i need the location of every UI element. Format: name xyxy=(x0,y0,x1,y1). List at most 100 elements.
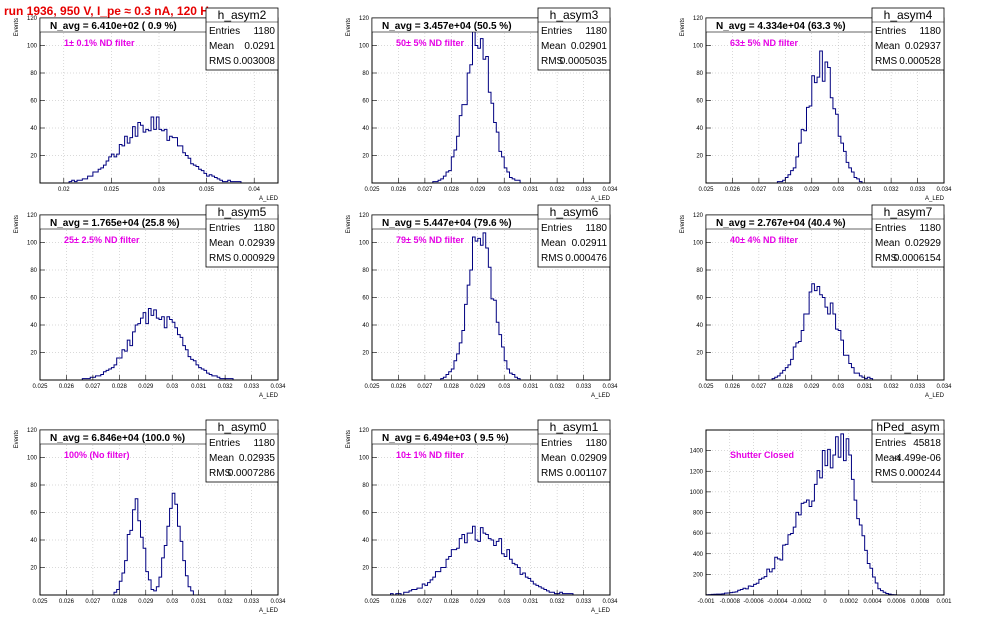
stat-label-entries: Entries xyxy=(209,26,240,37)
stat-value-entries: 1180 xyxy=(253,223,275,234)
stat-value-entries: 1180 xyxy=(253,26,275,37)
histogram-name: h_asym2 xyxy=(218,8,267,22)
stats-box xyxy=(537,419,611,483)
x-tick-label: 0.04 xyxy=(248,187,260,193)
stat-label-mean: Mean xyxy=(875,41,900,52)
x-tick-label: 0.029 xyxy=(470,384,486,390)
stat-label-rms: RMS xyxy=(875,468,898,479)
x-tick-label: 0 xyxy=(823,599,827,605)
filter-note: 100% (No filter) xyxy=(64,450,130,460)
y-axis-title: Events xyxy=(346,430,352,448)
stat-value-rms: 0.0007286 xyxy=(228,468,276,479)
n-avg-label: N_avg = 6.846e+04 (100.0 %) xyxy=(50,433,185,444)
stat-value-rms: 0.0005035 xyxy=(560,56,608,67)
stat-value-mean: 0.0291 xyxy=(244,41,275,52)
stat-label-rms: RMS xyxy=(875,56,898,67)
x-tick-label: 0.032 xyxy=(218,599,234,605)
x-tick-label: 0.032 xyxy=(550,187,566,193)
filter-note: Shutter Closed xyxy=(730,450,794,460)
stat-label-rms: RMS xyxy=(209,56,232,67)
stat-label-rms: RMS xyxy=(209,253,232,264)
x-tick-label: 0.029 xyxy=(804,384,820,390)
plot-area: 0.025 0.026 0.027 0.028 0.029 0.03 0.031 0.032 0… xyxy=(14,204,286,399)
y-tick-label: 1400 xyxy=(690,449,704,455)
x-tick-label: 0.025 xyxy=(32,384,48,390)
n-avg-label: N_avg = 3.457e+04 (50.5 %) xyxy=(382,21,512,32)
y-tick-label: 20 xyxy=(696,154,703,160)
y-tick-label: 40 xyxy=(362,323,369,329)
histogram-line xyxy=(705,433,944,596)
x-tick-label: 0.034 xyxy=(270,384,286,390)
stat-label-mean: Mean xyxy=(209,453,234,464)
stats-box xyxy=(871,419,945,483)
stats-box xyxy=(205,419,279,483)
y-tick-label: 60 xyxy=(362,296,369,302)
x-tick-label: 0.028 xyxy=(112,384,128,390)
x-tick-label: 0.034 xyxy=(936,187,952,193)
stat-value-mean: 0.02937 xyxy=(905,41,942,52)
y-tick-label: 120 xyxy=(27,16,38,22)
x-tick-label: 0.028 xyxy=(778,384,794,390)
histogram-panel-h_asym5: 0.025 0.026 0.027 0.028 0.029 0.03 0.031 0.032 0… xyxy=(14,204,286,399)
plot-area: -0.001 -0.0008 -0.0006 -0.0004 -0.0002 0 0.000… xyxy=(690,419,952,605)
x-tick-label: 0.031 xyxy=(191,384,207,390)
x-axis-title: A_LED xyxy=(591,393,611,399)
x-tick-label: 0.034 xyxy=(602,187,618,193)
x-tick-label: 0.031 xyxy=(191,599,207,605)
x-tick-label: 0.03 xyxy=(832,384,844,390)
y-tick-label: 80 xyxy=(362,268,369,274)
stat-value-entries: 1180 xyxy=(919,223,941,234)
histogram-panel-h_asym1: 0.025 0.026 0.027 0.028 0.029 0.03 0.031 0.032 0… xyxy=(346,419,618,614)
y-tick-label: 1200 xyxy=(690,469,704,475)
x-tick-label: 0.033 xyxy=(576,384,592,390)
stats-box xyxy=(537,204,611,268)
x-tick-label: 0.028 xyxy=(444,187,460,193)
stat-label-entries: Entries xyxy=(875,438,906,449)
stat-label-mean: Mean xyxy=(209,238,234,249)
y-tick-label: 100 xyxy=(359,44,370,50)
y-tick-label: 80 xyxy=(696,71,703,77)
histogram-name: h_asym1 xyxy=(550,420,599,434)
stat-label-mean: Mean xyxy=(875,453,900,464)
x-tick-label: 0.025 xyxy=(364,187,380,193)
x-tick-label: 0.032 xyxy=(884,384,900,390)
y-tick-label: 20 xyxy=(30,566,37,572)
y-tick-label: 80 xyxy=(362,71,369,77)
y-tick-label: 80 xyxy=(30,268,37,274)
y-tick-label: 80 xyxy=(30,483,37,489)
stat-label-entries: Entries xyxy=(875,223,906,234)
x-tick-label: 0.03 xyxy=(166,384,178,390)
plot-area: 0.025 0.026 0.027 0.028 0.029 0.03 0.031 0.032 0… xyxy=(680,204,952,399)
histogram-name: h_asym6 xyxy=(550,205,599,219)
x-tick-label: 0.034 xyxy=(936,384,952,390)
y-tick-label: 120 xyxy=(359,428,370,434)
filter-note: 10± 1% ND filter xyxy=(396,450,464,460)
y-tick-label: 800 xyxy=(693,511,704,517)
x-tick-label: 0.027 xyxy=(85,384,101,390)
stat-value-mean: 0.02911 xyxy=(572,238,608,249)
x-tick-label: 0.033 xyxy=(576,187,592,193)
n-avg-label: N_avg = 1.765e+04 (25.8 %) xyxy=(50,218,180,229)
histogram-line xyxy=(40,308,278,381)
y-tick-label: 60 xyxy=(362,511,369,517)
histogram-panel-h_asym7: 0.025 0.026 0.027 0.028 0.029 0.03 0.031 0.032 0… xyxy=(680,204,952,399)
x-tick-label: 0.027 xyxy=(417,384,433,390)
x-tick-label: 0.029 xyxy=(138,384,154,390)
stat-label-entries: Entries xyxy=(541,223,572,234)
x-tick-label: -0.0006 xyxy=(743,599,764,605)
x-tick-label: 0.029 xyxy=(804,187,820,193)
x-tick-label: 0.03 xyxy=(166,599,178,605)
x-axis-title: A_LED xyxy=(925,393,945,399)
y-tick-label: 120 xyxy=(693,16,704,22)
x-tick-label: 0.033 xyxy=(576,599,592,605)
stat-value-entries: 1180 xyxy=(585,26,607,37)
x-tick-label: 0.026 xyxy=(391,384,407,390)
x-tick-label: 0.025 xyxy=(364,599,380,605)
x-tick-label: 0.033 xyxy=(910,384,926,390)
stat-value-mean: 0.02929 xyxy=(905,238,942,249)
stat-label-mean: Mean xyxy=(209,41,234,52)
x-axis-title: A_LED xyxy=(259,196,279,202)
stat-label-mean: Mean xyxy=(875,238,900,249)
y-tick-label: 20 xyxy=(30,154,37,160)
y-tick-label: 40 xyxy=(362,126,369,132)
